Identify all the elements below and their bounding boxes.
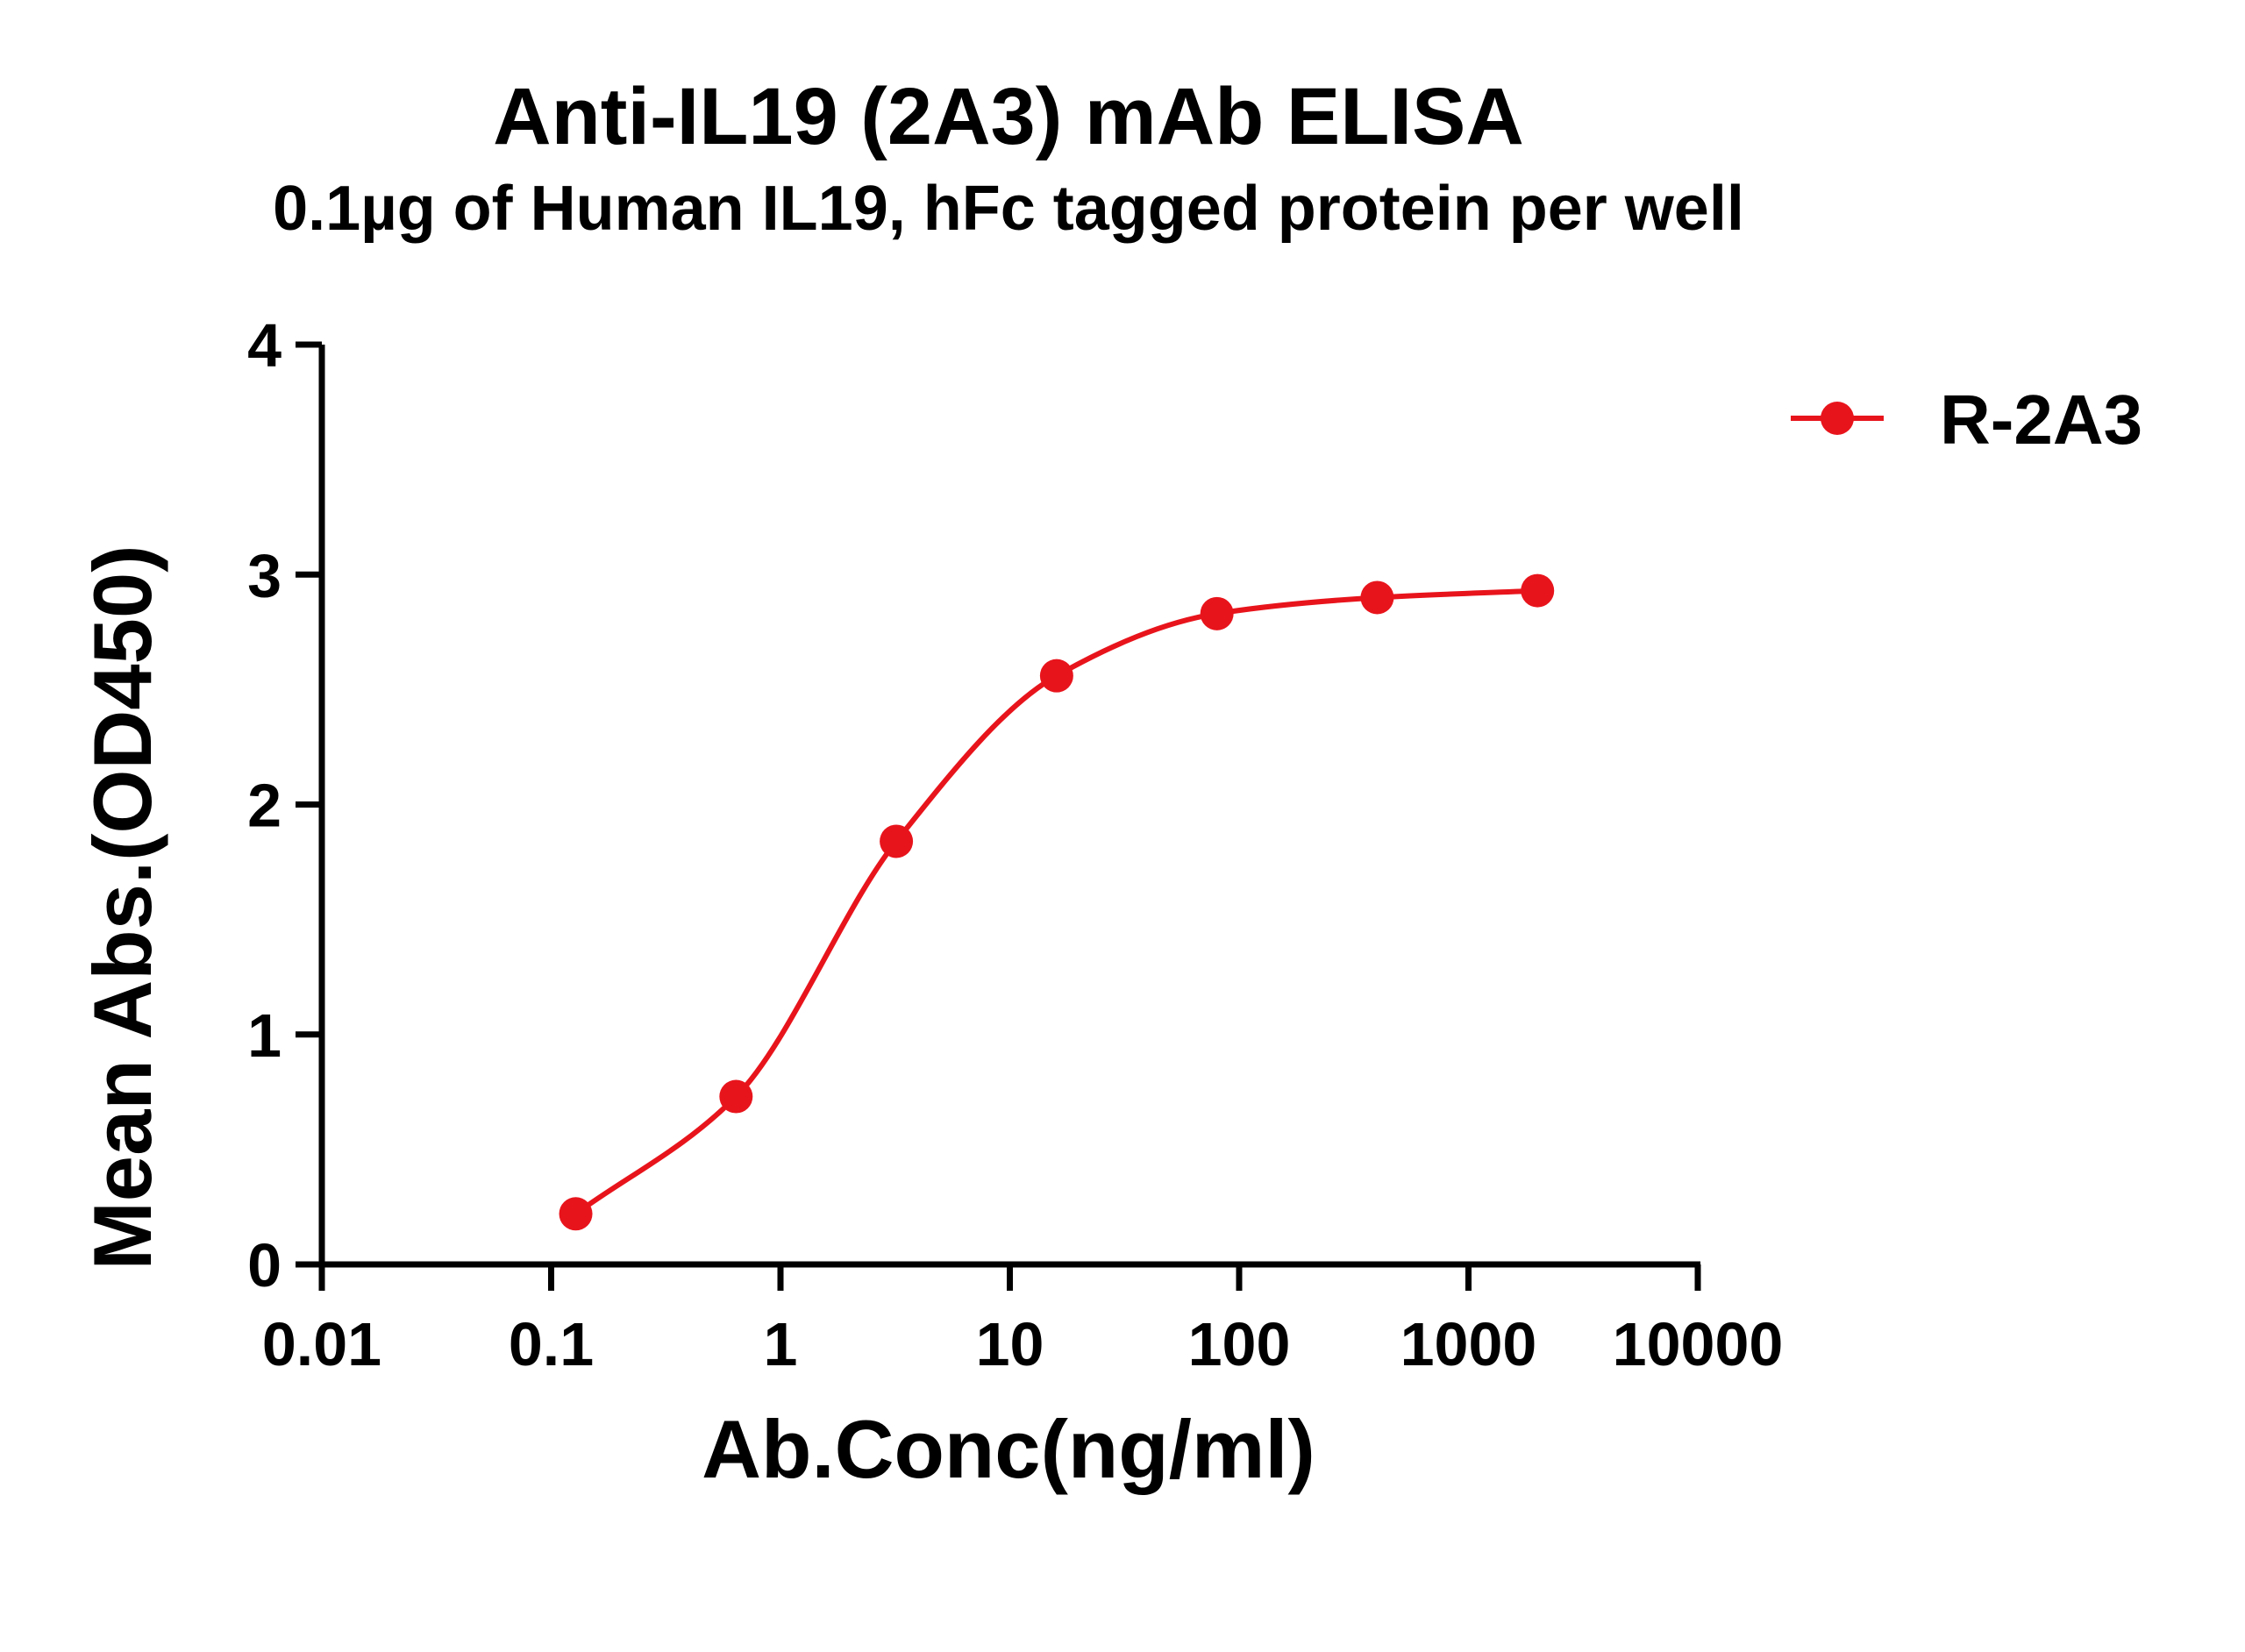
- data-point: [719, 1079, 753, 1114]
- y-tick-label: 0: [247, 1231, 282, 1300]
- data-point: [1200, 596, 1234, 630]
- data-point: [880, 824, 914, 858]
- x-tick-label: 10: [976, 1310, 1044, 1378]
- chart-title: Anti-IL19 (2A3) mAb ELISA: [493, 72, 1524, 161]
- y-axis: 0 1 2 3 4: [247, 311, 325, 1300]
- y-axis-label: Mean Abs.(OD450): [76, 545, 168, 1270]
- data-point: [559, 1197, 593, 1231]
- chart-subtitle: 0.1µg of Human IL19, hFc tagged protein …: [273, 174, 1744, 244]
- x-tick-label: 10000: [1613, 1310, 1784, 1378]
- legend-marker: [1821, 402, 1854, 435]
- x-tick-label: 0.1: [509, 1310, 594, 1378]
- y-tick-label: 2: [247, 772, 282, 840]
- x-tick-label: 0.01: [262, 1310, 381, 1378]
- y-tick-label: 4: [247, 311, 282, 380]
- legend: R-2A3: [1791, 381, 2142, 459]
- y-tick-label: 3: [247, 541, 282, 609]
- y-tick-label: 1: [247, 1001, 282, 1070]
- legend-label: R-2A3: [1940, 381, 2142, 459]
- x-tick-label: 1000: [1400, 1310, 1537, 1378]
- data-point: [1039, 659, 1073, 693]
- x-axis-label: Ab.Conc(ng/ml): [702, 1403, 1315, 1495]
- data-point: [1521, 573, 1555, 608]
- x-tick-label: 100: [1188, 1310, 1291, 1378]
- series-layer: [559, 573, 1555, 1231]
- data-point: [1360, 580, 1394, 615]
- x-tick-label: 1: [764, 1310, 798, 1378]
- x-axis: 0.01 0.1 1 10 100 1000 10000: [262, 1261, 1784, 1378]
